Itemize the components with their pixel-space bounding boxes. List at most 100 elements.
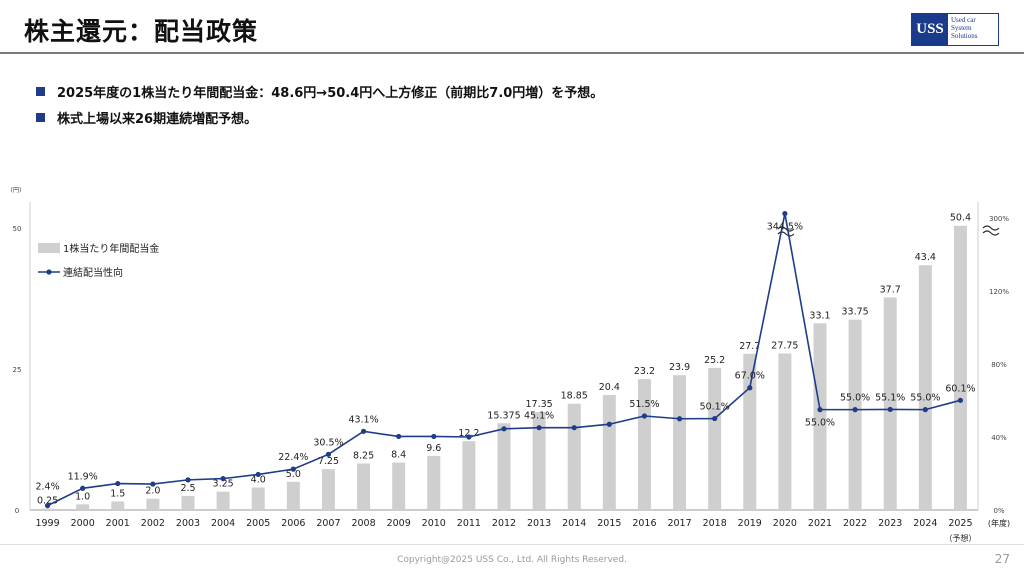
bar-value-label: 50.4	[950, 213, 971, 224]
payout-ratio-point	[852, 407, 858, 413]
bullet-text: 株式上場以来26期連続増配予想。	[57, 111, 258, 127]
payout-ratio-point	[360, 428, 367, 434]
logo-line: System	[951, 24, 972, 32]
dividend-bar	[462, 441, 476, 510]
payout-ratio-point	[957, 397, 964, 403]
payout-ratio-point	[431, 433, 437, 440]
axis-break-mark	[777, 226, 795, 237]
bar-value-label: 12.2	[458, 428, 479, 439]
bar-value-label: 25.2	[704, 355, 725, 366]
dividend-bar	[813, 323, 827, 510]
x-tick-label: 2023	[878, 518, 902, 529]
bar-value-label: 37.7	[880, 284, 901, 295]
dividend-bar	[602, 394, 616, 510]
payout-ratio-point	[747, 385, 753, 391]
logo-text: Used car System Solutions	[948, 14, 998, 45]
x-tick-label: 2013	[527, 518, 551, 529]
bar-value-label: 27.7	[739, 341, 760, 352]
x-tick-label: 2010	[422, 518, 446, 529]
dividend-bar	[41, 508, 55, 510]
x-tick-label: 2001	[106, 518, 130, 529]
x-tick-label: 2005	[246, 518, 270, 529]
payout-ratio-point	[396, 433, 402, 440]
footer: Copyright@2025 USS Co., Ltd. All Rights …	[0, 544, 1024, 575]
x-tick-label: 2015	[597, 518, 621, 529]
line-value-label: 2.4%	[35, 482, 59, 493]
dividend-bar	[708, 367, 722, 510]
dividend-bar	[743, 353, 757, 510]
line-value-label: 51.5%	[629, 399, 659, 410]
bar-value-label: 33.75	[842, 307, 869, 318]
x-tick-label: 2018	[703, 518, 727, 529]
legend-line-marker	[46, 269, 52, 275]
bar-value-label: 9.6	[426, 443, 441, 454]
dividend-bar	[427, 455, 441, 510]
payout-ratio-point	[466, 434, 472, 440]
payout-ratio-point	[115, 480, 121, 487]
page-title: 株主還元：配当政策	[24, 17, 259, 46]
payout-ratio-point	[887, 406, 893, 413]
payout-ratio-point	[536, 425, 542, 431]
page-number: 27	[994, 552, 1010, 566]
line-value-label: 30.5%	[313, 437, 343, 448]
dividend-bar	[392, 462, 406, 510]
line-value-label: 67.0%	[735, 371, 765, 382]
x-tick-label: 2012	[492, 518, 516, 529]
x-tick-label: 2004	[211, 518, 235, 529]
bar-value-label: 3.25	[213, 479, 234, 490]
bullet-item: 2025年度の1株当たり年間配当金：48.6円→50.4円へ上方修正（前期比7.…	[36, 80, 603, 102]
line-value-label: 60.1%	[945, 383, 975, 394]
bar-value-label: 8.4	[391, 450, 406, 461]
bar-value-label: 43.4	[915, 252, 936, 263]
right-tick-label: 80%	[991, 361, 1007, 369]
payout-ratio-point	[676, 416, 683, 422]
bar-value-label: 8.25	[353, 450, 374, 461]
bar-value-label: 2.5	[180, 483, 195, 494]
bar-value-label: 15.375	[487, 410, 520, 421]
x-tick-label: 2006	[281, 518, 305, 529]
legend-line-label: 連結配当性向	[63, 266, 123, 279]
payout-ratio-point	[571, 425, 577, 431]
bar-value-label: 5.0	[286, 469, 301, 480]
bar-value-label: 0.25	[37, 496, 58, 507]
company-logo: USS Used car System Solutions	[911, 13, 999, 46]
payout-ratio-point	[606, 421, 612, 427]
x-tick-label: 1999	[35, 518, 59, 529]
bar-value-label: 20.4	[599, 382, 620, 393]
line-value-label: 43.1%	[348, 414, 378, 425]
bar-value-label: 1.5	[110, 489, 125, 500]
bar-value-label: 27.75	[771, 340, 798, 351]
dividend-bar	[357, 463, 371, 510]
line-value-label: 55.1%	[875, 392, 905, 403]
bullet-square-icon	[36, 86, 45, 96]
x-tick-label: 2000	[71, 518, 95, 529]
bar-value-label: 1.0	[75, 491, 90, 502]
payout-ratio-point	[817, 407, 823, 413]
bar-value-label: 18.85	[561, 391, 588, 402]
payout-ratio-point	[150, 481, 156, 487]
x-tick-label: 2007	[316, 518, 340, 529]
left-axis-unit: (円)	[11, 187, 22, 194]
dividend-bar	[567, 403, 581, 510]
line-value-label: 11.9%	[68, 471, 98, 482]
dividend-bar	[883, 297, 897, 510]
x-tick-label: 2008	[351, 518, 375, 529]
bar-value-label: 17.35	[526, 399, 553, 410]
dividend-bar	[497, 423, 511, 510]
dividend-bar	[673, 375, 687, 510]
left-tick-label: 50	[13, 225, 22, 233]
dividend-bar	[286, 481, 300, 510]
bar-value-label: 4.0	[251, 474, 266, 485]
bullet-square-icon	[36, 112, 45, 122]
bar-value-label: 7.25	[318, 456, 339, 467]
dividend-bar	[778, 353, 792, 510]
logo-line: Solutions	[951, 32, 978, 40]
dividend-bar	[953, 225, 967, 510]
dividend-bar	[251, 487, 265, 510]
x-tick-label: 2014	[562, 518, 586, 529]
payout-ratio-point	[782, 210, 788, 217]
x-tick-label: 2011	[457, 518, 481, 529]
logo-line: Used car	[951, 16, 976, 24]
legend-bar-label: 1株当たり年間配当金	[63, 242, 159, 255]
x-axis-unit: (年度)	[988, 518, 1010, 528]
